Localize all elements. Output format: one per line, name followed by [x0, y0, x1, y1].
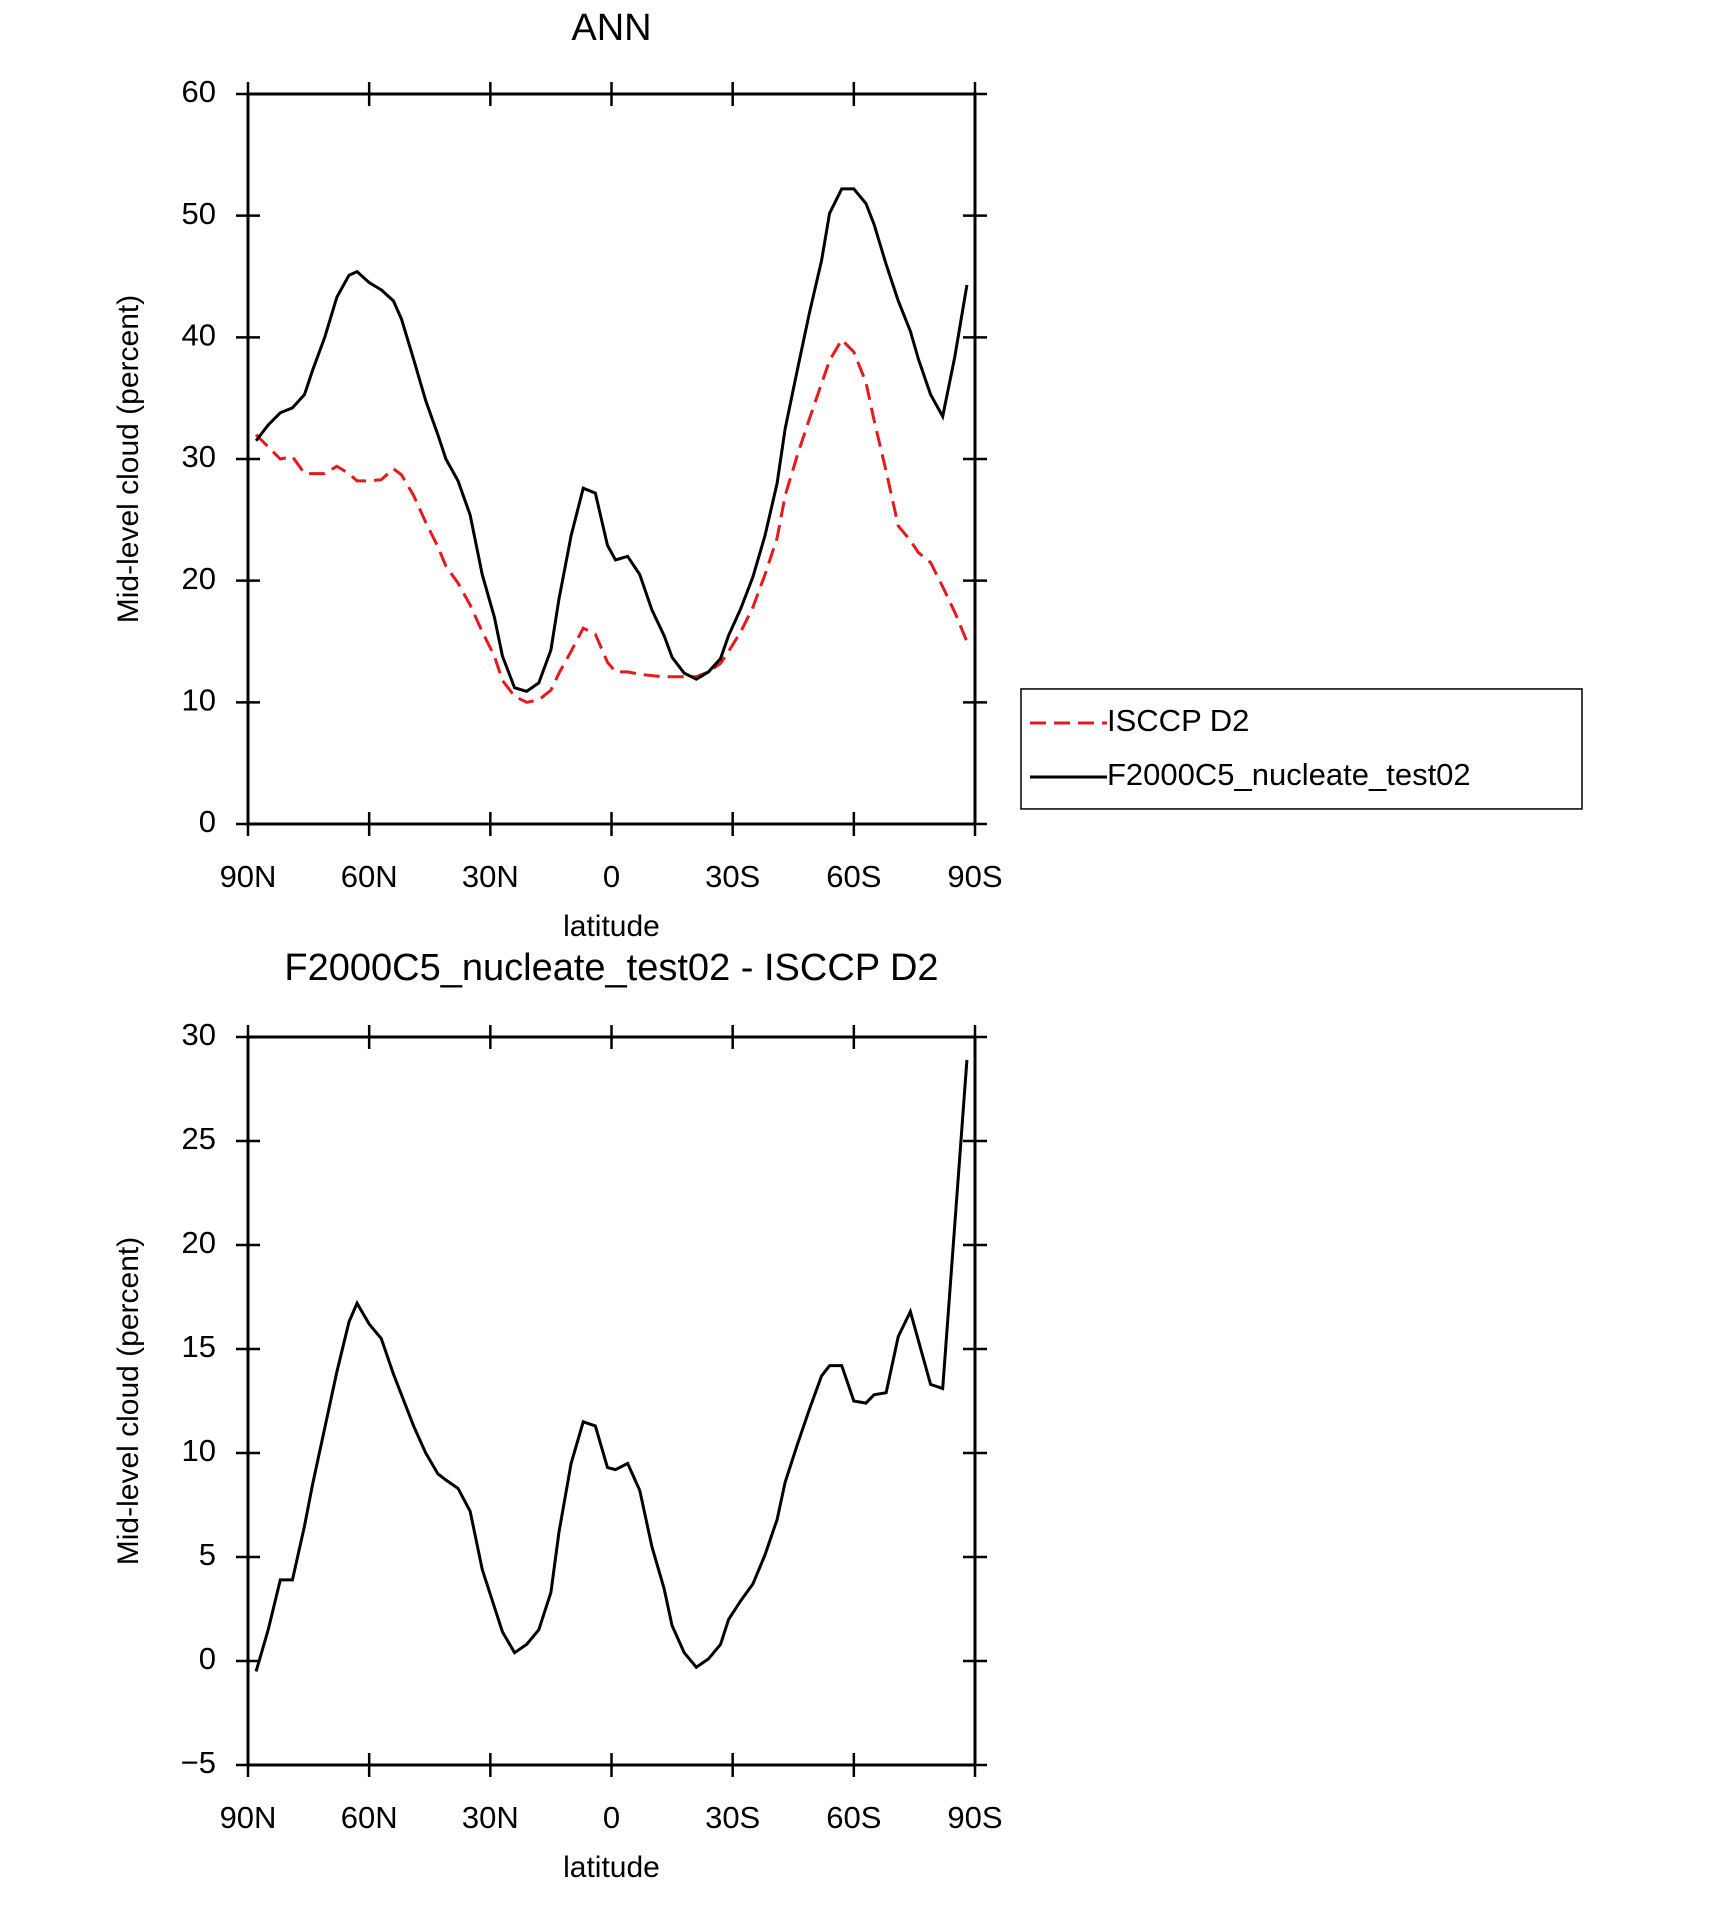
- y-tick-label: −5: [181, 1745, 216, 1780]
- x-tick-label: 30N: [462, 1800, 519, 1835]
- y-tick-label: 25: [182, 1121, 216, 1156]
- chart-title: F2000C5_nucleate_test02 - ISCCP D2: [284, 947, 938, 989]
- legend-label: ISCCP D2: [1107, 703, 1249, 738]
- y-axis-label: Mid-level cloud (percent): [112, 295, 145, 623]
- plot-frame: [246, 92, 977, 826]
- x-tick-label: 30S: [705, 1800, 760, 1835]
- y-tick-label: 30: [182, 439, 216, 474]
- x-tick-label: 0: [603, 859, 620, 894]
- y-tick-label: 0: [199, 804, 216, 839]
- y-tick-label: 40: [182, 318, 216, 353]
- y-tick-label: 60: [182, 74, 216, 109]
- x-tick-label: 90N: [220, 859, 277, 894]
- y-tick-label: 10: [182, 683, 216, 718]
- y-tick-label: 15: [182, 1329, 216, 1364]
- y-tick-label: 10: [182, 1433, 216, 1468]
- x-tick-label: 90S: [947, 1800, 1002, 1835]
- x-tick-label: 30N: [462, 859, 519, 894]
- x-tick-label: 90S: [947, 859, 1002, 894]
- plot-frame: [246, 1035, 977, 1767]
- data-line: [254, 187, 969, 694]
- y-axis-label: Mid-level cloud (percent): [112, 1237, 145, 1565]
- y-tick-label: 5: [199, 1537, 216, 1572]
- y-tick-label: 30: [182, 1017, 216, 1052]
- chart-title: ANN: [571, 7, 651, 49]
- x-tick-label: 60N: [341, 1800, 398, 1835]
- x-tick-label: 30S: [705, 859, 760, 894]
- x-tick-label: 60S: [826, 1800, 881, 1835]
- data-line: [255, 337, 969, 704]
- legend-label: F2000C5_nucleate_test02: [1107, 757, 1471, 792]
- x-tick-label: 90N: [220, 1800, 277, 1835]
- x-tick-label: 60S: [826, 859, 881, 894]
- y-tick-label: 50: [182, 196, 216, 231]
- x-axis-label: latitude: [563, 1851, 660, 1884]
- y-tick-label: 20: [182, 1225, 216, 1260]
- legend-box: [1020, 688, 1583, 810]
- y-tick-label: 0: [199, 1641, 216, 1676]
- x-axis-label: latitude: [563, 910, 660, 943]
- x-tick-label: 0: [603, 1800, 620, 1835]
- y-tick-label: 20: [182, 561, 216, 596]
- x-tick-label: 60N: [341, 859, 398, 894]
- data-line: [254, 1059, 969, 1672]
